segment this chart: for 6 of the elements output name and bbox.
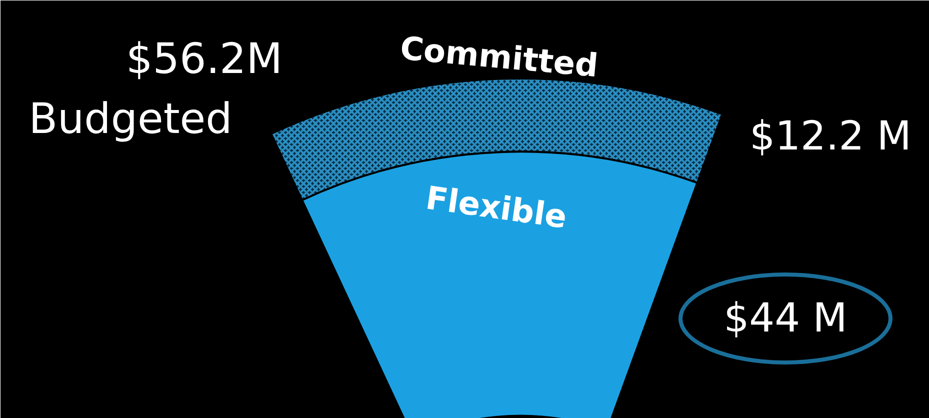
data-label: $44 M [724, 296, 848, 342]
category-label: Committed [398, 29, 600, 85]
text: $56.2M [126, 34, 283, 83]
category-label: Flexible [424, 178, 570, 236]
data-label: $12.2 M [750, 114, 912, 160]
text: Budgeted [28, 94, 232, 143]
